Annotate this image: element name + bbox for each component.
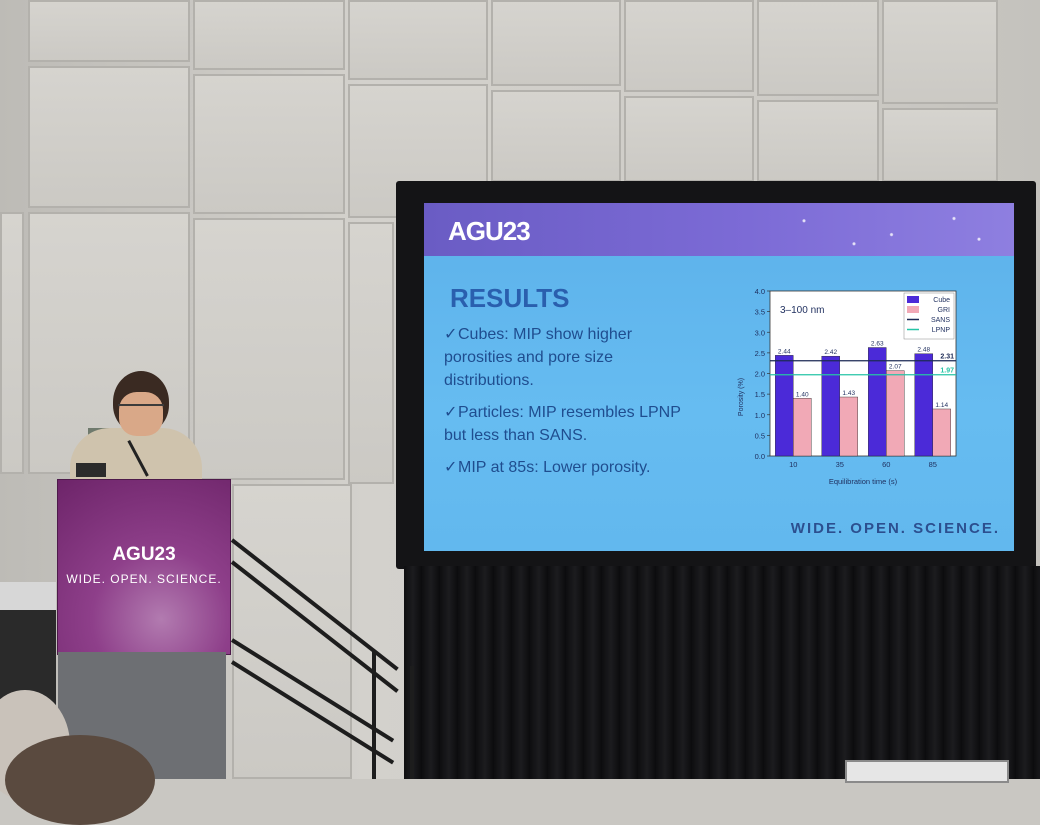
wall-panel <box>624 0 754 92</box>
audience-head <box>5 735 155 825</box>
y-tick-label: 3.5 <box>755 308 765 317</box>
bar-value-label: 2.48 <box>917 347 930 354</box>
wall-panel <box>882 108 998 182</box>
wall-panel <box>624 96 754 182</box>
railing-post <box>410 666 414 779</box>
y-tick-label: 0.0 <box>755 452 765 461</box>
x-tick-label: 10 <box>789 460 797 469</box>
y-tick-label: 3.0 <box>755 328 765 337</box>
bullet-text: MIP at 85s: Lower porosity. <box>458 459 651 476</box>
podium-logo: AGU23 <box>112 544 176 565</box>
railing-post <box>372 650 376 779</box>
bar-value-label: 2.44 <box>778 348 791 355</box>
podium-tagline: WIDE. OPEN. SCIENCE. <box>66 572 222 586</box>
slide-banner: AGU23 <box>424 203 1014 256</box>
legend-swatch <box>907 306 919 313</box>
reference-line-label: 2.31 <box>940 354 954 361</box>
bar-value-label: 1.14 <box>935 402 948 409</box>
checkmark-icon: ✓ <box>444 326 458 343</box>
wall-panel <box>28 0 190 62</box>
x-axis-label: Equilibration time (s) <box>829 477 898 486</box>
presenter-face <box>119 392 163 436</box>
reference-line-label: 1.97 <box>940 368 954 375</box>
y-tick-label: 1.0 <box>755 411 765 420</box>
legend-label: Cube <box>933 297 950 304</box>
wall-panel <box>193 74 345 214</box>
y-tick-label: 4.0 <box>755 287 765 296</box>
bar-gri <box>839 396 858 457</box>
wall-panel <box>348 222 394 484</box>
x-tick-label: 85 <box>929 460 937 469</box>
bullet-text: Cubes: MIP show higher porosities and po… <box>444 326 633 389</box>
y-axis-label: Porosity (%) <box>738 378 745 416</box>
checkmark-icon: ✓ <box>444 404 458 421</box>
glasses <box>118 404 164 416</box>
bar-cube <box>821 355 840 457</box>
stage-drape <box>404 566 1040 779</box>
bullet-text: Particles: MIP resembles LPNP but less t… <box>444 404 681 444</box>
bar-value-label: 2.63 <box>871 341 884 348</box>
bar-cube <box>868 347 887 457</box>
bar-gri <box>932 408 951 457</box>
wall-panel <box>491 0 621 86</box>
bar-value-label: 1.43 <box>842 390 855 397</box>
bar-value-label: 1.40 <box>796 391 809 398</box>
y-tick-label: 0.5 <box>755 431 765 440</box>
slide-footer-tagline: WIDE. OPEN. SCIENCE. <box>790 520 1000 537</box>
presentation-slide: AGU23 RESULTS ✓Cubes: MIP show higher po… <box>424 203 1014 551</box>
wall-panel <box>757 0 879 96</box>
bullet-list: ✓Cubes: MIP show higher porosities and p… <box>444 323 704 488</box>
checkmark-icon: ✓ <box>444 459 458 476</box>
y-tick-label: 2.5 <box>755 349 765 358</box>
laptop <box>76 463 106 477</box>
bullet-item: ✓MIP at 85s: Lower porosity. <box>444 456 704 479</box>
bar-value-label: 2.42 <box>824 349 837 356</box>
wall-panel <box>348 0 488 80</box>
wall-panel <box>28 66 190 208</box>
legend-swatch <box>907 296 919 303</box>
x-tick-label: 60 <box>882 460 890 469</box>
side-desk <box>0 582 56 612</box>
bar-gri <box>793 398 812 457</box>
wall-panel <box>193 218 345 480</box>
wall-panel <box>882 0 998 104</box>
y-tick-label: 1.5 <box>755 390 765 399</box>
wall-panel <box>0 212 24 474</box>
bar-cube <box>914 353 933 457</box>
starfield-decoration <box>754 207 1004 253</box>
y-tick-label: 2.0 <box>755 370 765 379</box>
porosity-bar-chart: 3–100 nm Porosity (%) Equilibration time… <box>738 287 957 486</box>
wall-panel <box>491 90 621 182</box>
chart-annotation: 3–100 nm <box>780 305 824 316</box>
monitor-edge <box>845 760 1009 783</box>
bar-cube <box>775 355 794 457</box>
bullet-item: ✓Cubes: MIP show higher porosities and p… <box>444 323 704 392</box>
podium-front: AGU23 WIDE. OPEN. SCIENCE. <box>57 479 231 655</box>
legend-label: LPNP <box>932 327 951 334</box>
bar-value-label: 2.07 <box>889 364 902 371</box>
legend-label: GRI <box>938 307 951 314</box>
legend-label: SANS <box>931 317 950 324</box>
wall-panel <box>193 0 345 70</box>
wall-panel <box>232 484 352 779</box>
bullet-item: ✓Particles: MIP resembles LPNP but less … <box>444 401 704 447</box>
slide-title: RESULTS <box>450 283 570 313</box>
bar-gri <box>886 370 905 457</box>
agu23-logo: AGU23 <box>448 216 531 246</box>
wall-panel <box>757 100 879 182</box>
x-tick-label: 35 <box>836 460 844 469</box>
